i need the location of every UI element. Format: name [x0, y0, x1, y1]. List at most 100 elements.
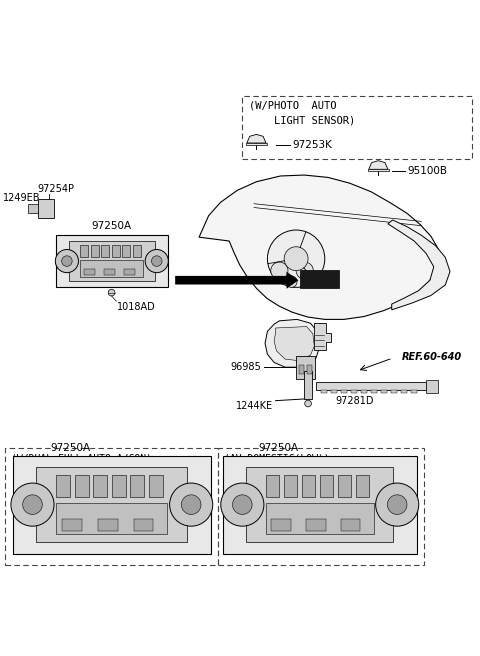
Bar — [75, 475, 89, 497]
Text: 95100B: 95100B — [407, 166, 447, 176]
Bar — [122, 245, 130, 257]
Bar — [381, 390, 387, 394]
Bar — [356, 475, 370, 497]
Polygon shape — [175, 272, 299, 289]
Text: (AV-DOMESTIC(LOW)): (AV-DOMESTIC(LOW)) — [224, 453, 330, 463]
Text: 97250A: 97250A — [258, 443, 298, 453]
Text: 97250A: 97250A — [50, 443, 90, 453]
Bar — [69, 241, 155, 281]
Bar — [112, 475, 126, 497]
Bar — [133, 520, 154, 531]
Circle shape — [296, 262, 313, 279]
Polygon shape — [388, 220, 450, 310]
Circle shape — [145, 249, 168, 273]
Bar — [341, 520, 360, 531]
Bar — [302, 475, 315, 497]
Circle shape — [376, 483, 419, 526]
Text: 97254P: 97254P — [37, 184, 74, 194]
Bar — [112, 245, 120, 257]
Bar — [36, 467, 187, 542]
Circle shape — [267, 230, 325, 287]
Bar — [56, 502, 168, 534]
Polygon shape — [314, 323, 331, 350]
Bar — [93, 475, 107, 497]
Bar — [306, 520, 325, 531]
Polygon shape — [247, 134, 266, 143]
Bar — [296, 356, 315, 379]
Circle shape — [23, 495, 42, 514]
Circle shape — [181, 495, 201, 514]
Polygon shape — [265, 319, 320, 367]
Bar — [307, 365, 312, 375]
Bar — [91, 245, 99, 257]
Bar — [80, 245, 88, 257]
Circle shape — [61, 256, 72, 266]
Bar — [56, 235, 168, 287]
Bar — [246, 467, 393, 542]
Circle shape — [305, 400, 312, 407]
Text: 1018AD: 1018AD — [117, 302, 156, 312]
Text: (W/PHOTO  AUTO: (W/PHOTO AUTO — [249, 101, 337, 111]
Circle shape — [169, 483, 213, 526]
Bar — [124, 269, 135, 276]
Polygon shape — [246, 142, 267, 145]
Polygon shape — [28, 204, 37, 213]
Circle shape — [286, 276, 297, 287]
Text: (W/DUAL FULL AUTO A/CON): (W/DUAL FULL AUTO A/CON) — [11, 453, 152, 463]
Bar — [331, 390, 337, 394]
Bar — [149, 475, 163, 497]
Bar — [361, 390, 367, 394]
Text: 97250A: 97250A — [92, 221, 132, 231]
Bar — [98, 520, 118, 531]
Circle shape — [108, 289, 115, 296]
Bar — [12, 456, 211, 554]
Bar — [265, 475, 279, 497]
Bar — [411, 390, 417, 394]
Text: REF.60-640: REF.60-640 — [402, 352, 462, 361]
Bar — [131, 475, 144, 497]
Polygon shape — [274, 327, 314, 361]
Bar — [304, 371, 312, 399]
Circle shape — [284, 247, 308, 271]
Bar — [265, 502, 374, 534]
Text: LIGHT SENSOR): LIGHT SENSOR) — [249, 115, 356, 125]
Bar — [271, 520, 291, 531]
Circle shape — [232, 495, 252, 514]
Bar — [320, 475, 333, 497]
Bar — [371, 390, 377, 394]
Bar — [316, 382, 426, 390]
Bar — [300, 365, 304, 375]
Circle shape — [221, 483, 264, 526]
Polygon shape — [199, 175, 440, 319]
Bar — [338, 475, 351, 497]
Bar — [62, 520, 82, 531]
Bar — [391, 390, 397, 394]
Bar — [84, 269, 95, 276]
Bar — [401, 390, 407, 394]
Text: 97281D: 97281D — [336, 396, 374, 406]
Circle shape — [152, 256, 162, 266]
Circle shape — [11, 483, 54, 526]
Circle shape — [55, 249, 78, 273]
Bar — [56, 475, 70, 497]
Circle shape — [271, 262, 288, 279]
Bar — [321, 390, 327, 394]
Text: 1244KE: 1244KE — [236, 401, 273, 411]
Bar — [341, 390, 347, 394]
Bar — [284, 475, 297, 497]
Polygon shape — [368, 169, 389, 171]
Polygon shape — [37, 199, 54, 218]
Bar — [223, 456, 417, 554]
Bar — [351, 390, 357, 394]
Text: 96985: 96985 — [230, 362, 261, 372]
Bar — [133, 245, 141, 257]
Bar — [104, 269, 115, 276]
Circle shape — [387, 495, 407, 514]
Bar — [101, 245, 109, 257]
Text: 1249EB: 1249EB — [2, 193, 40, 203]
Bar — [80, 260, 144, 277]
Bar — [426, 380, 438, 392]
Polygon shape — [369, 161, 388, 169]
Bar — [300, 270, 339, 289]
Text: 97253K: 97253K — [292, 140, 332, 150]
